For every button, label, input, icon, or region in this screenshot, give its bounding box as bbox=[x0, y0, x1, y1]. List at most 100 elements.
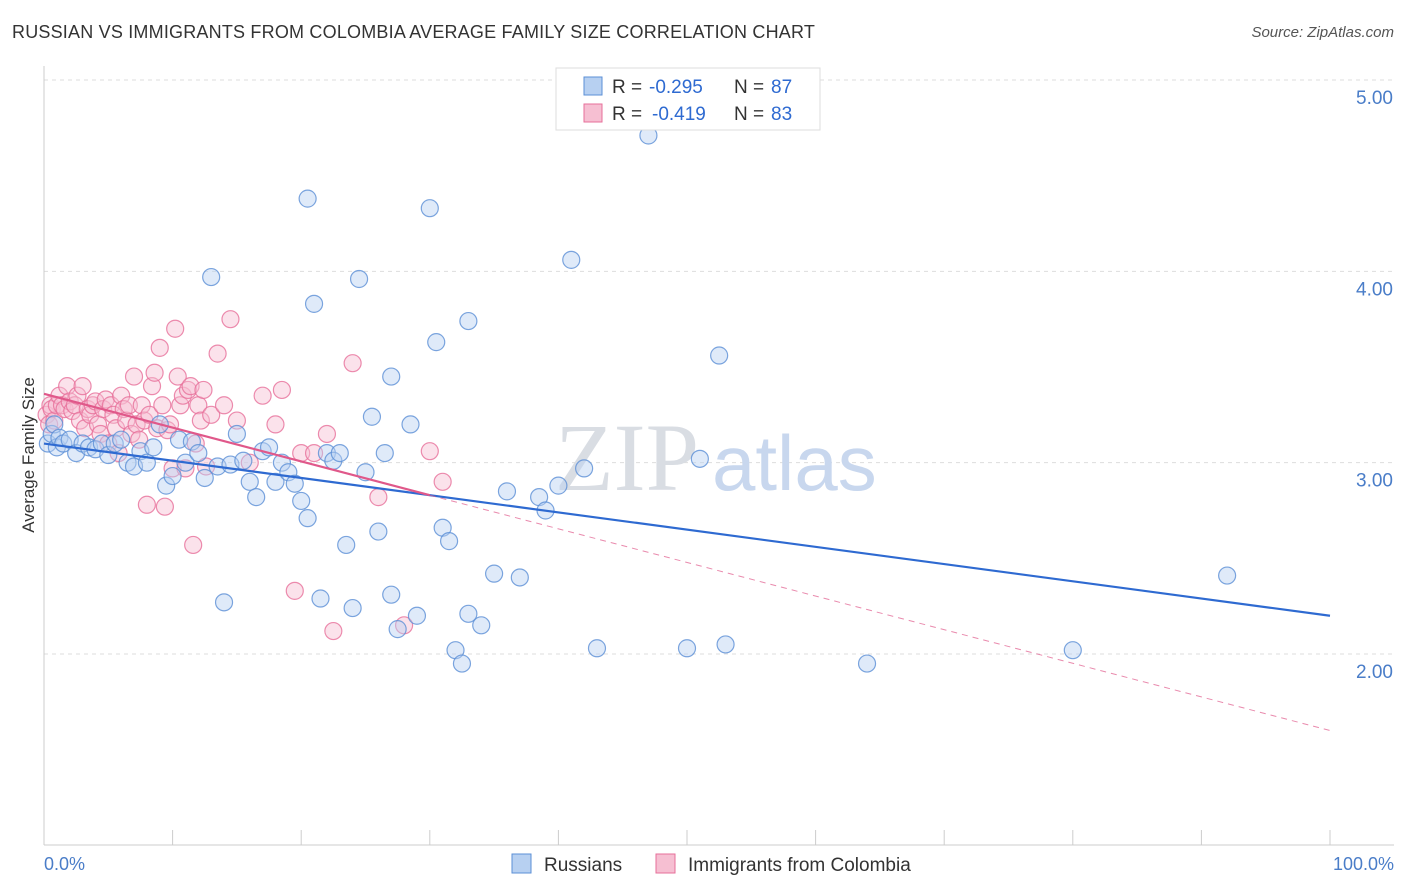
colombia-point bbox=[420, 442, 439, 461]
russians-point bbox=[420, 199, 439, 218]
russians-trend-line bbox=[43, 442, 1331, 617]
source-credit: Source: ZipAtlas.com bbox=[1251, 24, 1394, 41]
series-colombia-points bbox=[37, 310, 452, 641]
colombia-point bbox=[202, 405, 221, 424]
colombia-point bbox=[343, 354, 362, 373]
russians-point bbox=[362, 407, 382, 426]
legend-n-value-colombia: 83 bbox=[771, 104, 792, 125]
russians-point bbox=[298, 189, 317, 208]
russians-point bbox=[382, 367, 401, 386]
legend-swatch-russians bbox=[583, 76, 603, 96]
colombia-point bbox=[369, 488, 388, 507]
colombia-point bbox=[221, 310, 240, 329]
colombia-point bbox=[208, 344, 227, 363]
russians-point bbox=[157, 476, 176, 495]
russians-point bbox=[439, 532, 459, 551]
russians-point bbox=[202, 267, 221, 287]
legend-r-label: R = bbox=[612, 77, 642, 98]
legend-swatch-russians bbox=[511, 853, 532, 874]
y-tick-label: 3.00 bbox=[1356, 471, 1393, 492]
legend-n-label: N = bbox=[734, 77, 764, 98]
x-tick-label: 0.0% bbox=[44, 854, 85, 874]
russians-point bbox=[214, 593, 234, 612]
russians-point bbox=[349, 269, 369, 289]
watermark: ZIP atlas bbox=[555, 404, 877, 511]
watermark-atlas: atlas bbox=[712, 419, 877, 507]
russians-point bbox=[472, 616, 491, 635]
russians-point bbox=[549, 476, 568, 495]
legend-swatch-colombia bbox=[655, 853, 676, 874]
russians-point bbox=[485, 564, 504, 583]
trend-lines bbox=[43, 392, 1331, 732]
russians-point bbox=[304, 294, 324, 313]
colombia-point bbox=[227, 411, 246, 430]
x-tick-labels: 0.0% 100.0% bbox=[44, 854, 1394, 874]
legend-label-russians: Russians bbox=[544, 855, 622, 876]
axes bbox=[43, 66, 1394, 846]
legend-n-label: N = bbox=[734, 104, 764, 125]
colombia-point bbox=[68, 386, 87, 405]
legend-stats: R = -0.295 N = 87 R = -0.419 N = 83 bbox=[555, 67, 821, 131]
russians-point bbox=[195, 468, 214, 488]
colombia-point bbox=[191, 411, 210, 430]
x-tick-label: 100.0% bbox=[1333, 854, 1394, 874]
russians-point bbox=[710, 346, 729, 365]
colombia-point bbox=[324, 621, 343, 641]
russians-point bbox=[716, 635, 735, 654]
russians-point bbox=[510, 568, 529, 587]
russians-point bbox=[459, 311, 478, 331]
colombia-point bbox=[166, 319, 185, 338]
russians-point bbox=[285, 474, 304, 493]
russians-point bbox=[189, 444, 208, 463]
russians-point bbox=[163, 466, 182, 486]
colombia-point bbox=[184, 535, 203, 555]
colombia-point bbox=[150, 338, 169, 357]
russians-point bbox=[227, 424, 246, 444]
colombia-point bbox=[173, 386, 192, 405]
russians-point bbox=[112, 430, 131, 449]
colombia-point bbox=[153, 396, 172, 415]
colombia-trend-line bbox=[43, 392, 431, 497]
colombia-point bbox=[433, 472, 452, 491]
colombia-point bbox=[155, 497, 174, 516]
colombia-point bbox=[132, 396, 151, 415]
legend-label-colombia: Immigrants from Colombia bbox=[688, 855, 911, 876]
y-tick-labels: 2.00 3.00 4.00 5.00 bbox=[1356, 88, 1393, 683]
colombia-point bbox=[168, 367, 187, 386]
legend-swatch-colombia bbox=[583, 103, 603, 123]
colombia-point bbox=[214, 396, 234, 415]
colombia-point bbox=[285, 581, 304, 600]
russians-point bbox=[298, 509, 317, 528]
colombia-point bbox=[272, 380, 292, 400]
colombia-point bbox=[145, 363, 164, 382]
legend-n-value-russians: 87 bbox=[771, 77, 792, 98]
colombia-point bbox=[96, 390, 115, 409]
russians-point bbox=[330, 444, 349, 463]
colombia-point bbox=[130, 430, 149, 449]
russians-point bbox=[240, 472, 259, 491]
russians-point bbox=[144, 438, 163, 457]
colombia-point bbox=[266, 415, 285, 434]
russians-point bbox=[452, 654, 472, 673]
russians-point bbox=[587, 639, 607, 658]
russians-point bbox=[1218, 566, 1237, 585]
russians-point bbox=[382, 585, 401, 604]
colombia-point bbox=[253, 386, 272, 405]
y-tick-label: 5.00 bbox=[1356, 88, 1393, 109]
russians-point bbox=[388, 620, 407, 639]
legend-r-label: R = bbox=[612, 104, 642, 125]
colombia-point bbox=[73, 377, 92, 396]
russians-point bbox=[690, 449, 709, 468]
colombia-trend-extension bbox=[429, 494, 1331, 732]
colombia-point bbox=[304, 444, 324, 463]
russians-point bbox=[562, 250, 581, 269]
russians-point bbox=[497, 482, 517, 501]
watermark-zip: ZIP bbox=[555, 404, 699, 511]
russians-point bbox=[311, 589, 330, 608]
russians-point bbox=[1063, 641, 1082, 660]
series-russians-points bbox=[38, 126, 1237, 673]
russians-point bbox=[401, 415, 420, 434]
russians-point bbox=[343, 598, 362, 618]
colombia-point bbox=[142, 377, 162, 396]
